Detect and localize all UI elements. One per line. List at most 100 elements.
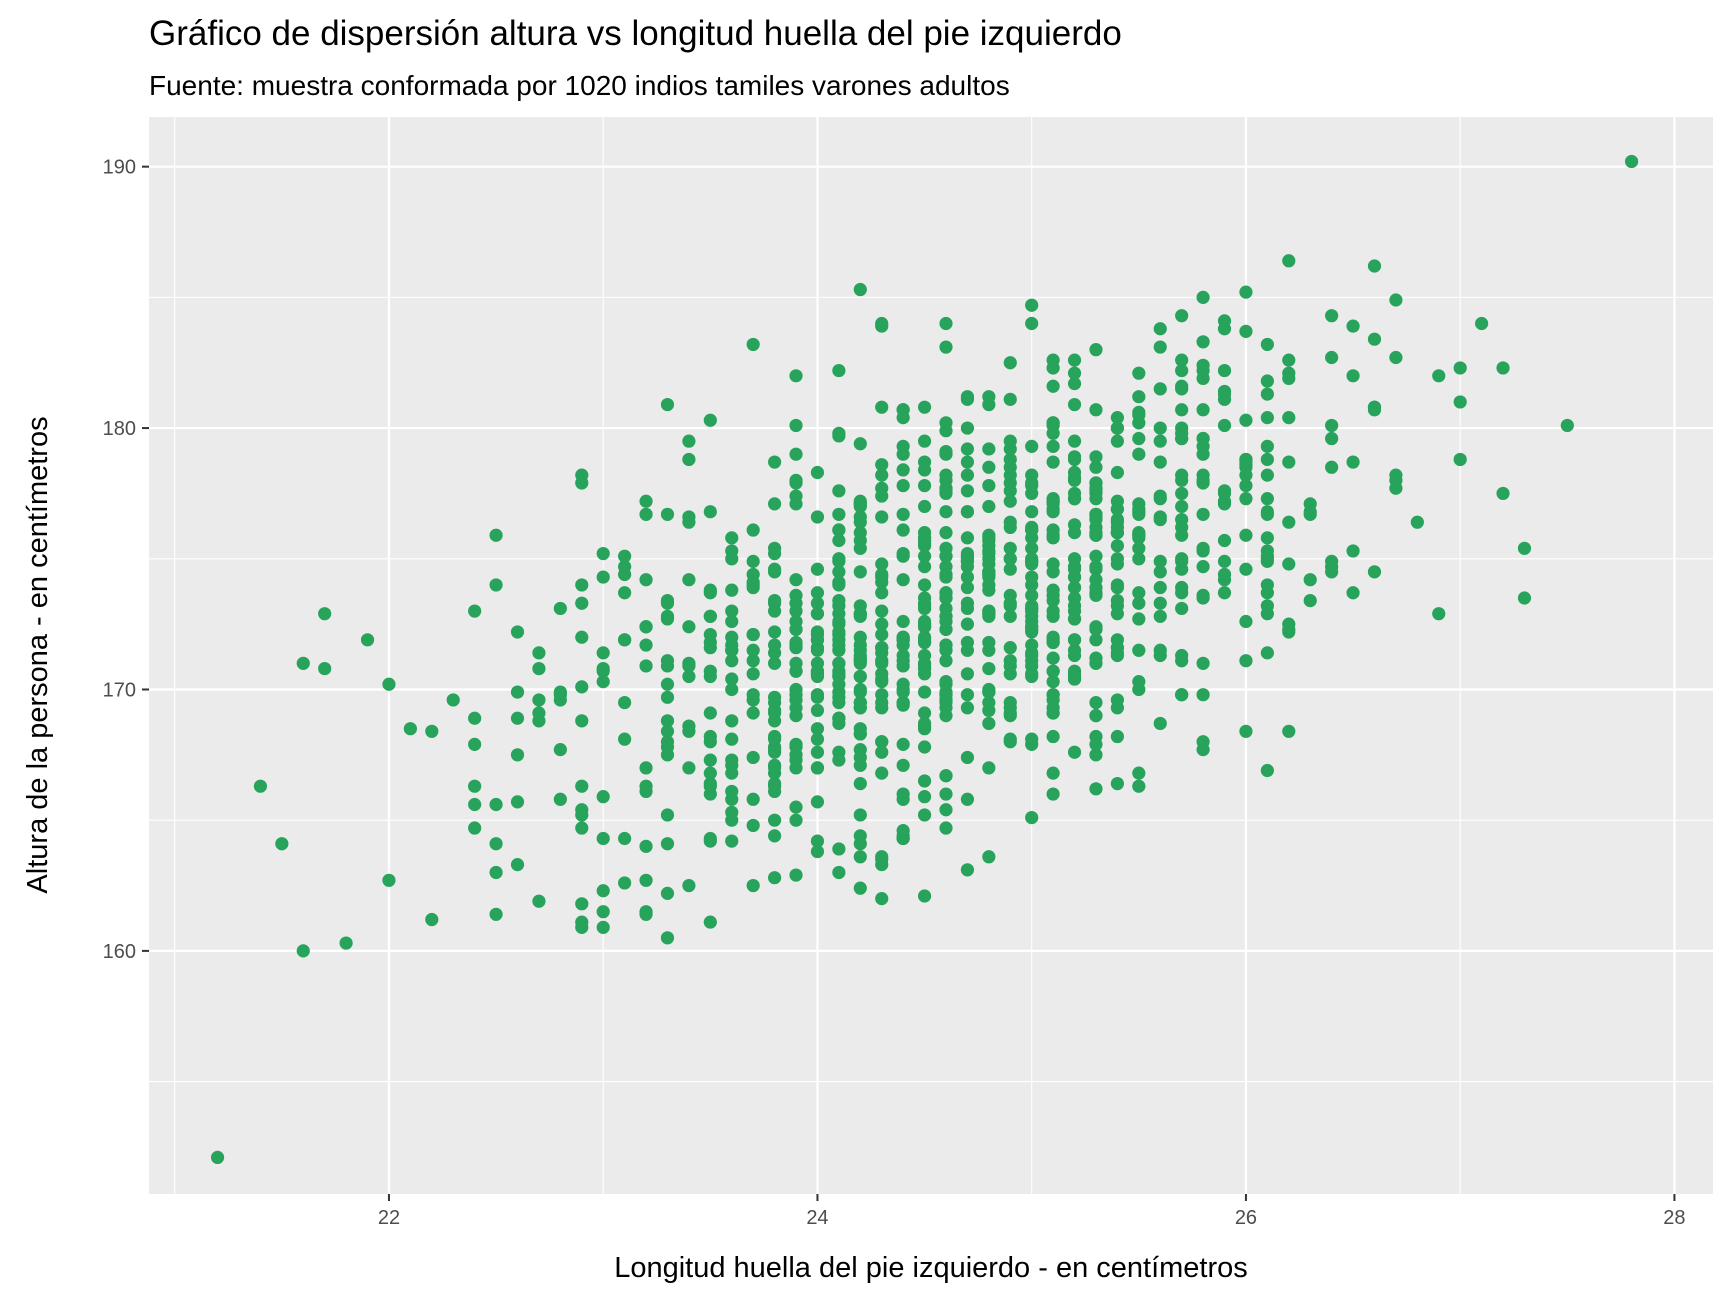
scatter-point [1132,643,1146,657]
scatter-point [896,573,910,587]
scatter-point [618,695,632,710]
scatter-point [1260,599,1274,613]
scatter-point [1153,421,1167,435]
scatter-point [1089,526,1103,540]
scatter-point [1003,609,1017,623]
scatter-point [660,714,675,728]
scatter-point [960,531,975,545]
scatter-point [1046,353,1060,367]
scatter-point [1067,599,1082,613]
scatter-point [1217,554,1232,568]
scatter-point [575,779,589,793]
scatter-point [982,544,996,558]
scatter-point [639,839,653,853]
scatter-point [703,831,717,846]
chart-subtitle: Fuente: muestra conformada por 1020 indi… [149,70,1010,101]
scatter-point [917,478,932,493]
scatter-point [1067,434,1082,448]
scatter-point [1217,314,1232,328]
scatter-point [982,716,996,731]
scatter-point [917,617,932,631]
scatter-point [746,878,760,893]
scatter-point [939,473,953,487]
scatter-point [1132,541,1146,555]
scatter-point [1560,418,1574,433]
scatter-point [1389,293,1403,307]
scatter-point [1003,641,1017,655]
scatter-point [682,620,696,634]
scatter-point [1260,452,1274,467]
y-tick-label: 160 [103,941,136,963]
scatter-point [789,447,803,461]
scatter-point [618,831,632,846]
y-axis-title: Altura de la persona - en centímetros [22,416,54,893]
scatter-point [1003,515,1017,529]
scatter-point [1046,455,1060,469]
scatter-point [960,442,975,456]
scatter-point [768,829,782,843]
scatter-point [832,533,846,548]
scatter-point [960,468,975,482]
scatter-point [1239,324,1253,338]
scatter-point [1025,520,1039,535]
scatter-point [853,685,867,699]
scatter-point [1089,588,1103,602]
scatter-point [789,369,803,383]
scatter-point [1217,484,1232,498]
scatter-point [553,601,567,616]
scatter-point [318,661,332,676]
scatter-point [1089,460,1103,474]
scatter-point [1067,450,1082,464]
scatter-point [789,800,803,814]
scatter-point [1432,369,1446,383]
scatter-point [875,604,889,618]
scatter-point [1067,473,1082,487]
scatter-point [1067,580,1082,595]
scatter-point [896,648,910,663]
scatter-point [832,716,846,731]
scatter-point [982,635,996,650]
scatter-point [1325,418,1339,433]
scatter-point [1239,528,1253,542]
scatter-point [425,724,439,738]
scatter-point [917,706,932,720]
scatter-point [639,638,653,652]
scatter-point [1346,319,1360,333]
scatter-point [1239,614,1253,629]
scatter-point [1089,476,1103,490]
scatter-point [703,706,717,720]
scatter-point [1153,716,1167,731]
scatter-point [896,546,910,561]
scatter-point [1067,353,1082,367]
scatter-point [1217,418,1232,433]
scatter-point [832,617,846,631]
scatter-point [660,931,675,945]
scatter-point [789,573,803,587]
scatter-point [896,507,910,521]
scatter-point [1089,403,1103,417]
scatter-point [960,570,975,584]
scatter-point [789,868,803,882]
scatter-point [939,316,953,331]
scatter-point [1089,343,1103,357]
data-points [210,154,1639,1165]
scatter-point [1260,646,1274,660]
scatter-point [746,567,760,582]
scatter-point [1132,390,1146,404]
scatter-point [1389,468,1403,482]
scatter-point [468,711,482,725]
scatter-point [703,505,717,519]
scatter-point [939,340,953,354]
scatter-point [1153,596,1167,610]
scatter-point [875,316,889,331]
scatter-point [810,834,825,848]
scatter-point [1110,729,1124,744]
scatter-point [810,722,825,736]
scatter-point [1110,646,1124,660]
scatter-point [853,837,867,851]
scatter-point [896,478,910,493]
scatter-point [1196,735,1210,749]
scatter-point [1003,667,1017,681]
scatter-point [725,714,739,728]
scatter-point [468,797,482,812]
